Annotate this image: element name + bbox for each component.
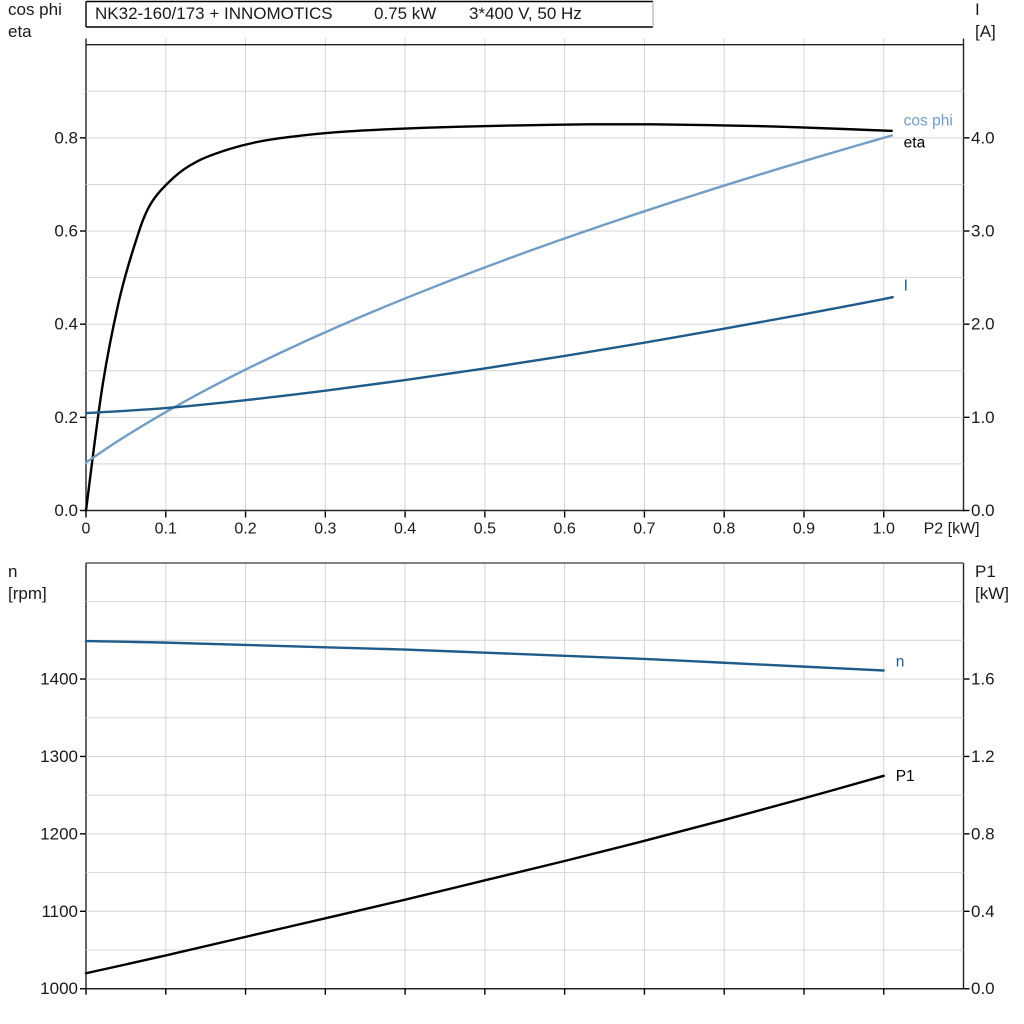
svg-text:1100: 1100 [41, 902, 78, 921]
svg-text:0.2: 0.2 [54, 408, 78, 427]
svg-text:1.0: 1.0 [971, 408, 995, 427]
svg-text:0.8: 0.8 [713, 521, 735, 538]
svg-text:3*400 V, 50 Hz: 3*400 V, 50 Hz [469, 4, 582, 23]
svg-text:0.7: 0.7 [633, 521, 655, 538]
svg-text:0.2: 0.2 [234, 521, 256, 538]
svg-text:eta: eta [8, 22, 32, 41]
svg-text:[rpm]: [rpm] [8, 584, 47, 603]
svg-text:[A]: [A] [975, 22, 996, 41]
svg-text:n: n [8, 562, 17, 581]
svg-text:1.0: 1.0 [873, 521, 895, 538]
svg-text:cos phi: cos phi [904, 113, 953, 130]
svg-text:3.0: 3.0 [971, 222, 995, 241]
svg-text:2.0: 2.0 [971, 315, 995, 334]
svg-text:0.6: 0.6 [554, 521, 576, 538]
svg-text:0.6: 0.6 [54, 222, 78, 241]
svg-text:4.0: 4.0 [971, 128, 995, 147]
svg-text:1000: 1000 [40, 979, 78, 998]
svg-text:n: n [896, 654, 905, 671]
svg-text:0.4: 0.4 [971, 902, 995, 921]
svg-text:0.8: 0.8 [971, 824, 995, 843]
svg-text:0.0: 0.0 [971, 501, 995, 520]
svg-text:I: I [975, 0, 980, 19]
svg-text:P1: P1 [896, 768, 915, 785]
svg-text:eta: eta [904, 134, 926, 151]
svg-text:0.8: 0.8 [54, 128, 78, 147]
svg-text:0.4: 0.4 [54, 315, 78, 334]
svg-text:1300: 1300 [40, 747, 78, 766]
svg-text:NK32-160/173 + INNOMOTICS: NK32-160/173 + INNOMOTICS [95, 4, 333, 23]
svg-text:0.75 kW: 0.75 kW [374, 4, 436, 23]
svg-text:0.0: 0.0 [971, 979, 995, 998]
svg-text:0.3: 0.3 [314, 521, 336, 538]
svg-text:[kW]: [kW] [975, 584, 1009, 603]
svg-text:0: 0 [82, 521, 91, 538]
svg-text:1.2: 1.2 [971, 747, 995, 766]
svg-text:1400: 1400 [40, 670, 78, 689]
svg-text:P1: P1 [975, 562, 996, 581]
svg-text:0.9: 0.9 [793, 521, 815, 538]
svg-text:I: I [904, 278, 908, 295]
svg-text:0.0: 0.0 [54, 501, 78, 520]
svg-text:0.4: 0.4 [394, 521, 416, 538]
svg-text:cos phi: cos phi [8, 0, 62, 19]
svg-text:1200: 1200 [40, 824, 78, 843]
svg-text:0.5: 0.5 [474, 521, 496, 538]
svg-text:P2 [kW]: P2 [kW] [924, 521, 980, 538]
svg-text:1.6: 1.6 [971, 670, 995, 689]
svg-text:0.1: 0.1 [155, 521, 177, 538]
